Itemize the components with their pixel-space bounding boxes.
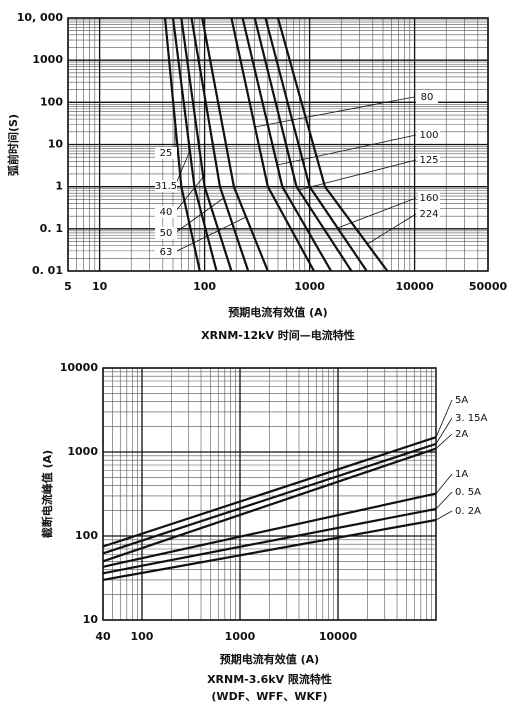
chart-title: XRNM-3.6kV 限流特性 — [207, 672, 332, 686]
y-tick-label: 0. 1 — [40, 222, 63, 235]
chart-subtitle: (WDF、WFF、WKF) — [211, 690, 327, 703]
label-bg — [418, 154, 440, 166]
x-tick-label: 10 — [92, 280, 108, 293]
label-bg — [155, 180, 177, 192]
series-label: 25 — [160, 148, 173, 159]
series-label: 1A — [455, 469, 468, 480]
curve — [230, 17, 315, 272]
label-bg — [155, 206, 177, 218]
x-tick-label: 100 — [131, 630, 154, 643]
leader-line — [435, 510, 453, 521]
curve — [102, 436, 437, 548]
label-bg — [418, 129, 440, 141]
curve — [102, 507, 437, 575]
y-tick-label: 1 — [55, 180, 63, 193]
y-tick-label: 10 — [48, 138, 64, 151]
leader-line — [367, 213, 417, 245]
x-tick-label: 10000 — [319, 630, 358, 643]
leader-line — [435, 491, 453, 510]
y-tick-label: 10, 000 — [17, 11, 64, 24]
leader-line — [435, 433, 453, 449]
leader-line — [435, 417, 453, 445]
label-bg — [416, 91, 438, 103]
leader-line — [435, 473, 453, 494]
curve — [102, 518, 437, 582]
label-bg — [418, 192, 440, 204]
series-label: 40 — [160, 207, 173, 218]
curve — [264, 17, 368, 272]
series-label: 2A — [455, 429, 468, 440]
leader-line — [435, 399, 453, 438]
series-label: 5A — [455, 395, 468, 406]
curve — [201, 17, 269, 272]
y-tick-label: 1000 — [67, 445, 98, 458]
y-tick-label: 0. 01 — [32, 264, 63, 277]
label-bg — [418, 208, 440, 220]
x-axis-label: 预期电流有效值 (A) — [220, 652, 319, 666]
y-tick-label: 1000 — [32, 53, 63, 66]
x-tick-label: 10000 — [395, 280, 434, 293]
x-tick-label: 1000 — [225, 630, 256, 643]
x-tick-label: 100 — [193, 280, 216, 293]
label-bg — [155, 227, 177, 239]
curve — [190, 17, 250, 272]
curve — [171, 17, 218, 272]
curve — [253, 17, 353, 272]
curve — [102, 492, 437, 568]
x-tick-label: 40 — [95, 630, 111, 643]
y-tick-label: 100 — [40, 95, 63, 108]
leader-line — [277, 134, 417, 166]
x-tick-label: 1000 — [294, 280, 325, 293]
series-label: 160 — [419, 193, 438, 204]
series-label: 3. 15A — [455, 413, 487, 424]
y-tick-label: 10000 — [60, 361, 99, 374]
x-tick-label: 5 — [64, 280, 72, 293]
curve — [241, 17, 332, 272]
x-axis-label: 预期电流有效值 (A) — [228, 305, 327, 319]
x-tick-label: 50000 — [469, 280, 508, 293]
series-label: 63 — [160, 247, 173, 258]
series-label: 125 — [419, 155, 438, 166]
series-label: 31.5 — [155, 181, 177, 192]
y-axis-label: 截断电流峰值 (A) — [40, 450, 54, 538]
leader-line — [174, 176, 204, 213]
leader-line — [174, 197, 224, 234]
leader-line — [174, 216, 247, 253]
label-bg — [155, 147, 177, 159]
series-label: 80 — [421, 92, 434, 103]
curve — [102, 442, 437, 555]
chart-title: XRNM-12kV 时间—电流特性 — [201, 328, 355, 342]
y-tick-label: 10 — [83, 613, 99, 626]
curve — [180, 17, 233, 272]
series-label: 224 — [419, 209, 438, 220]
series-label: 50 — [160, 228, 173, 239]
leader-line — [174, 150, 191, 187]
series-label: 100 — [419, 130, 438, 141]
series-label: 0. 2A — [455, 506, 481, 517]
y-tick-label: 100 — [75, 529, 98, 542]
label-bg — [155, 246, 177, 258]
curve — [102, 447, 437, 563]
y-axis-label: 弧前时间(S) — [6, 114, 20, 176]
leader-line — [298, 159, 417, 191]
series-label: 0. 5A — [455, 487, 481, 498]
curve — [276, 17, 389, 272]
